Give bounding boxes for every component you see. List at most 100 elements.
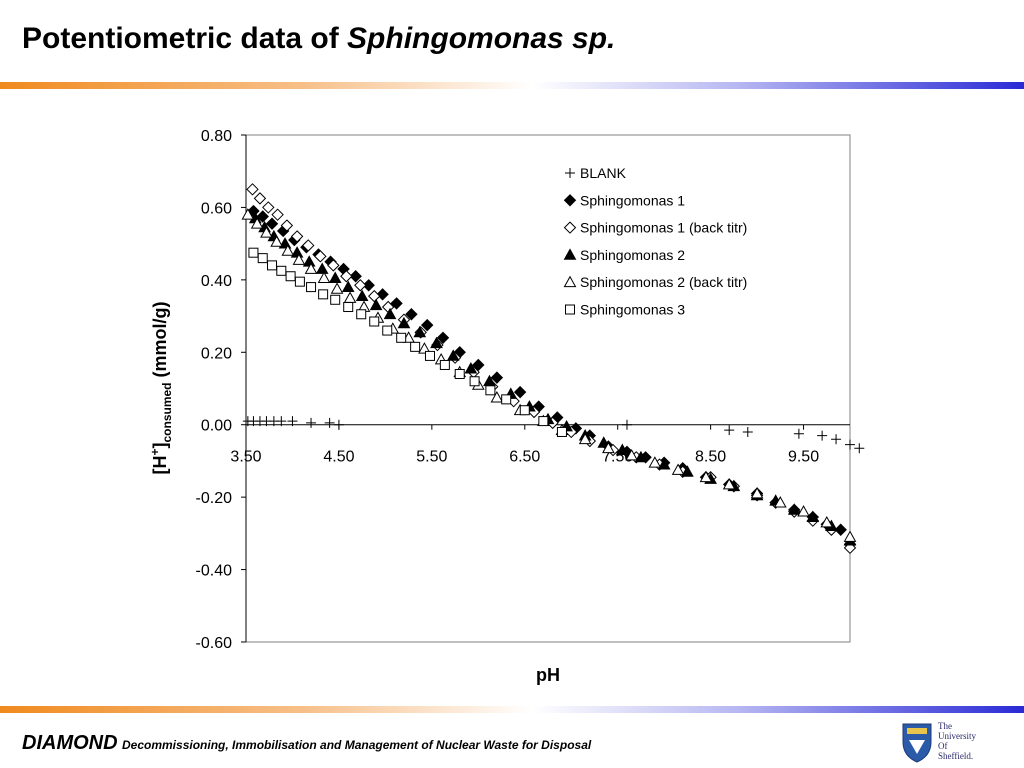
data-point [787, 503, 801, 515]
data-point [314, 250, 327, 263]
y-axis: 0.80 0.60 0.40 0.20 0.00 -0.20 -0.40 -0.60 [196, 128, 247, 652]
data-point [397, 316, 411, 329]
data-point [362, 279, 375, 292]
data-point [290, 230, 304, 243]
plot-area [245, 134, 851, 643]
data-point [248, 247, 259, 258]
data-point [330, 282, 344, 294]
data-point [513, 385, 527, 399]
x-tick-label: 3.50 [230, 449, 261, 466]
data-point [454, 369, 465, 380]
footer-description: Decommissioning, Immobilisation and Mana… [122, 738, 592, 752]
legend-marker [563, 194, 577, 207]
data-point [368, 289, 381, 303]
legend-marker [565, 168, 575, 178]
data-point [681, 465, 694, 477]
data-point [356, 309, 367, 320]
data-point [750, 486, 764, 499]
data-point [538, 416, 549, 427]
data-point [597, 436, 611, 448]
data-point [602, 441, 615, 454]
data-point [430, 336, 443, 349]
logo-line-1: The [938, 721, 952, 731]
y-axis-title-close: ] [150, 443, 170, 449]
data-point [742, 426, 753, 437]
data-point [287, 416, 298, 427]
data-point [436, 331, 450, 345]
data-point [317, 271, 331, 283]
legend-label: Sphingomonas 1 (back titr) [580, 220, 747, 236]
potentiometric-chart: 0.80 0.60 0.40 0.20 0.00 -0.20 -0.40 -0.60 3.50… [148, 128, 865, 685]
y-axis-title-main: [H [150, 456, 170, 475]
data-point [306, 417, 317, 428]
data-point [472, 358, 485, 372]
data-point [490, 371, 504, 384]
legend-label: Sphingomonas 2 [580, 247, 685, 263]
logo-line-3: Of [938, 741, 948, 751]
x-axis-title: pH [536, 665, 560, 685]
data-point [806, 510, 820, 522]
data-point [843, 530, 857, 542]
data-point [306, 282, 317, 293]
data-point [446, 349, 460, 361]
data-point [343, 302, 354, 313]
data-point [820, 515, 834, 528]
data-point [349, 270, 362, 283]
data-point [250, 217, 264, 229]
data-point [256, 210, 269, 223]
data-point [328, 271, 342, 283]
y-tick-label: 0.80 [201, 128, 232, 145]
university-crest-icon [902, 723, 932, 763]
data-point [262, 201, 275, 214]
data-point [294, 276, 305, 287]
data-point [260, 226, 273, 238]
data-point [382, 325, 393, 336]
data-point [469, 376, 480, 387]
data-point [699, 470, 713, 483]
y-tick-label: -0.40 [196, 563, 233, 580]
data-point [793, 428, 804, 439]
legend-label: Sphingomonas 2 (back titr) [580, 274, 747, 290]
data-point [304, 262, 318, 274]
data-point [390, 297, 403, 310]
data-point [318, 289, 329, 300]
data-point [324, 417, 335, 428]
data-point [281, 244, 295, 256]
legend-marker [563, 248, 577, 260]
legend: BLANK Sphingomonas 1 Sphingomonas 1 (back … [563, 165, 747, 318]
data-point [797, 505, 810, 517]
data-point [354, 279, 367, 292]
x-tick-label: 5.50 [416, 449, 447, 466]
data-point [333, 419, 344, 430]
x-tick-label: 9.50 [788, 449, 819, 466]
data-point [369, 316, 380, 327]
logo-line-2: University [938, 731, 976, 741]
data-point [257, 253, 268, 264]
slide-title: Potentiometric data of Sphingomonas sp. [22, 22, 615, 56]
y-axis-title-sup: + [148, 449, 162, 456]
data-point [369, 298, 383, 311]
data-point [621, 419, 632, 430]
data-point [246, 183, 259, 196]
legend-label: Sphingomonas 1 [580, 192, 685, 208]
data-point [376, 288, 389, 301]
data-point [396, 332, 407, 343]
data-point [724, 425, 735, 436]
data-point [615, 443, 629, 455]
data-point [519, 405, 530, 416]
data-point [501, 394, 512, 405]
slide-title-plain: Potentiometric data of [22, 22, 348, 55]
data-point [267, 260, 278, 271]
data-point [327, 259, 340, 272]
y-tick-label: 0.40 [201, 273, 232, 290]
data-point [464, 362, 478, 374]
data-point [418, 342, 431, 354]
data-point [817, 430, 828, 441]
data-point [490, 391, 504, 403]
data-point [420, 318, 434, 332]
data-point [265, 217, 279, 230]
data-point [315, 262, 329, 274]
legend-label: Sphingomonas 3 [580, 302, 685, 318]
legend-marker [565, 304, 575, 315]
data-point [671, 463, 685, 475]
